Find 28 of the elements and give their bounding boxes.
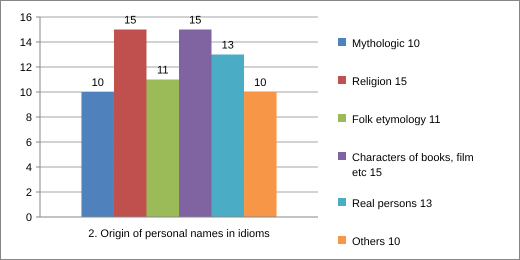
legend-label: Religion 15 <box>352 76 408 88</box>
y-tick-label: 16 <box>20 12 32 24</box>
legend-label: Folk etymology 11 <box>352 114 440 126</box>
bar <box>146 80 179 217</box>
bar <box>179 30 212 217</box>
legend-label: Real persons 13 <box>352 198 432 210</box>
legend-label: Mythologic 10 <box>352 38 420 50</box>
y-tick-label: 12 <box>20 62 32 74</box>
x-tick-label: 2. Origin of personal names in idioms <box>88 228 270 240</box>
y-tick-label: 6 <box>26 136 32 149</box>
bar <box>114 30 146 217</box>
data-label: 13 <box>222 40 234 52</box>
legend-label: Others 10 <box>352 236 400 248</box>
data-label: 10 <box>254 77 266 89</box>
bar <box>244 92 277 217</box>
bar <box>212 54 244 217</box>
data-label: 10 <box>92 77 104 89</box>
legend-label: Characters of books, film etc 15 <box>352 152 474 179</box>
y-tick-label: 14 <box>20 36 32 49</box>
data-label: 15 <box>189 14 202 26</box>
data-label: 11 <box>157 64 168 76</box>
y-tick-label: 4 <box>26 162 32 174</box>
data-label: 15 <box>124 14 136 26</box>
y-tick-label: 8 <box>26 112 32 124</box>
y-tick-label: 0 <box>26 212 32 224</box>
bar <box>81 92 114 217</box>
y-tick-label: 2 <box>26 186 32 199</box>
y-tick-label: 10 <box>20 86 32 99</box>
